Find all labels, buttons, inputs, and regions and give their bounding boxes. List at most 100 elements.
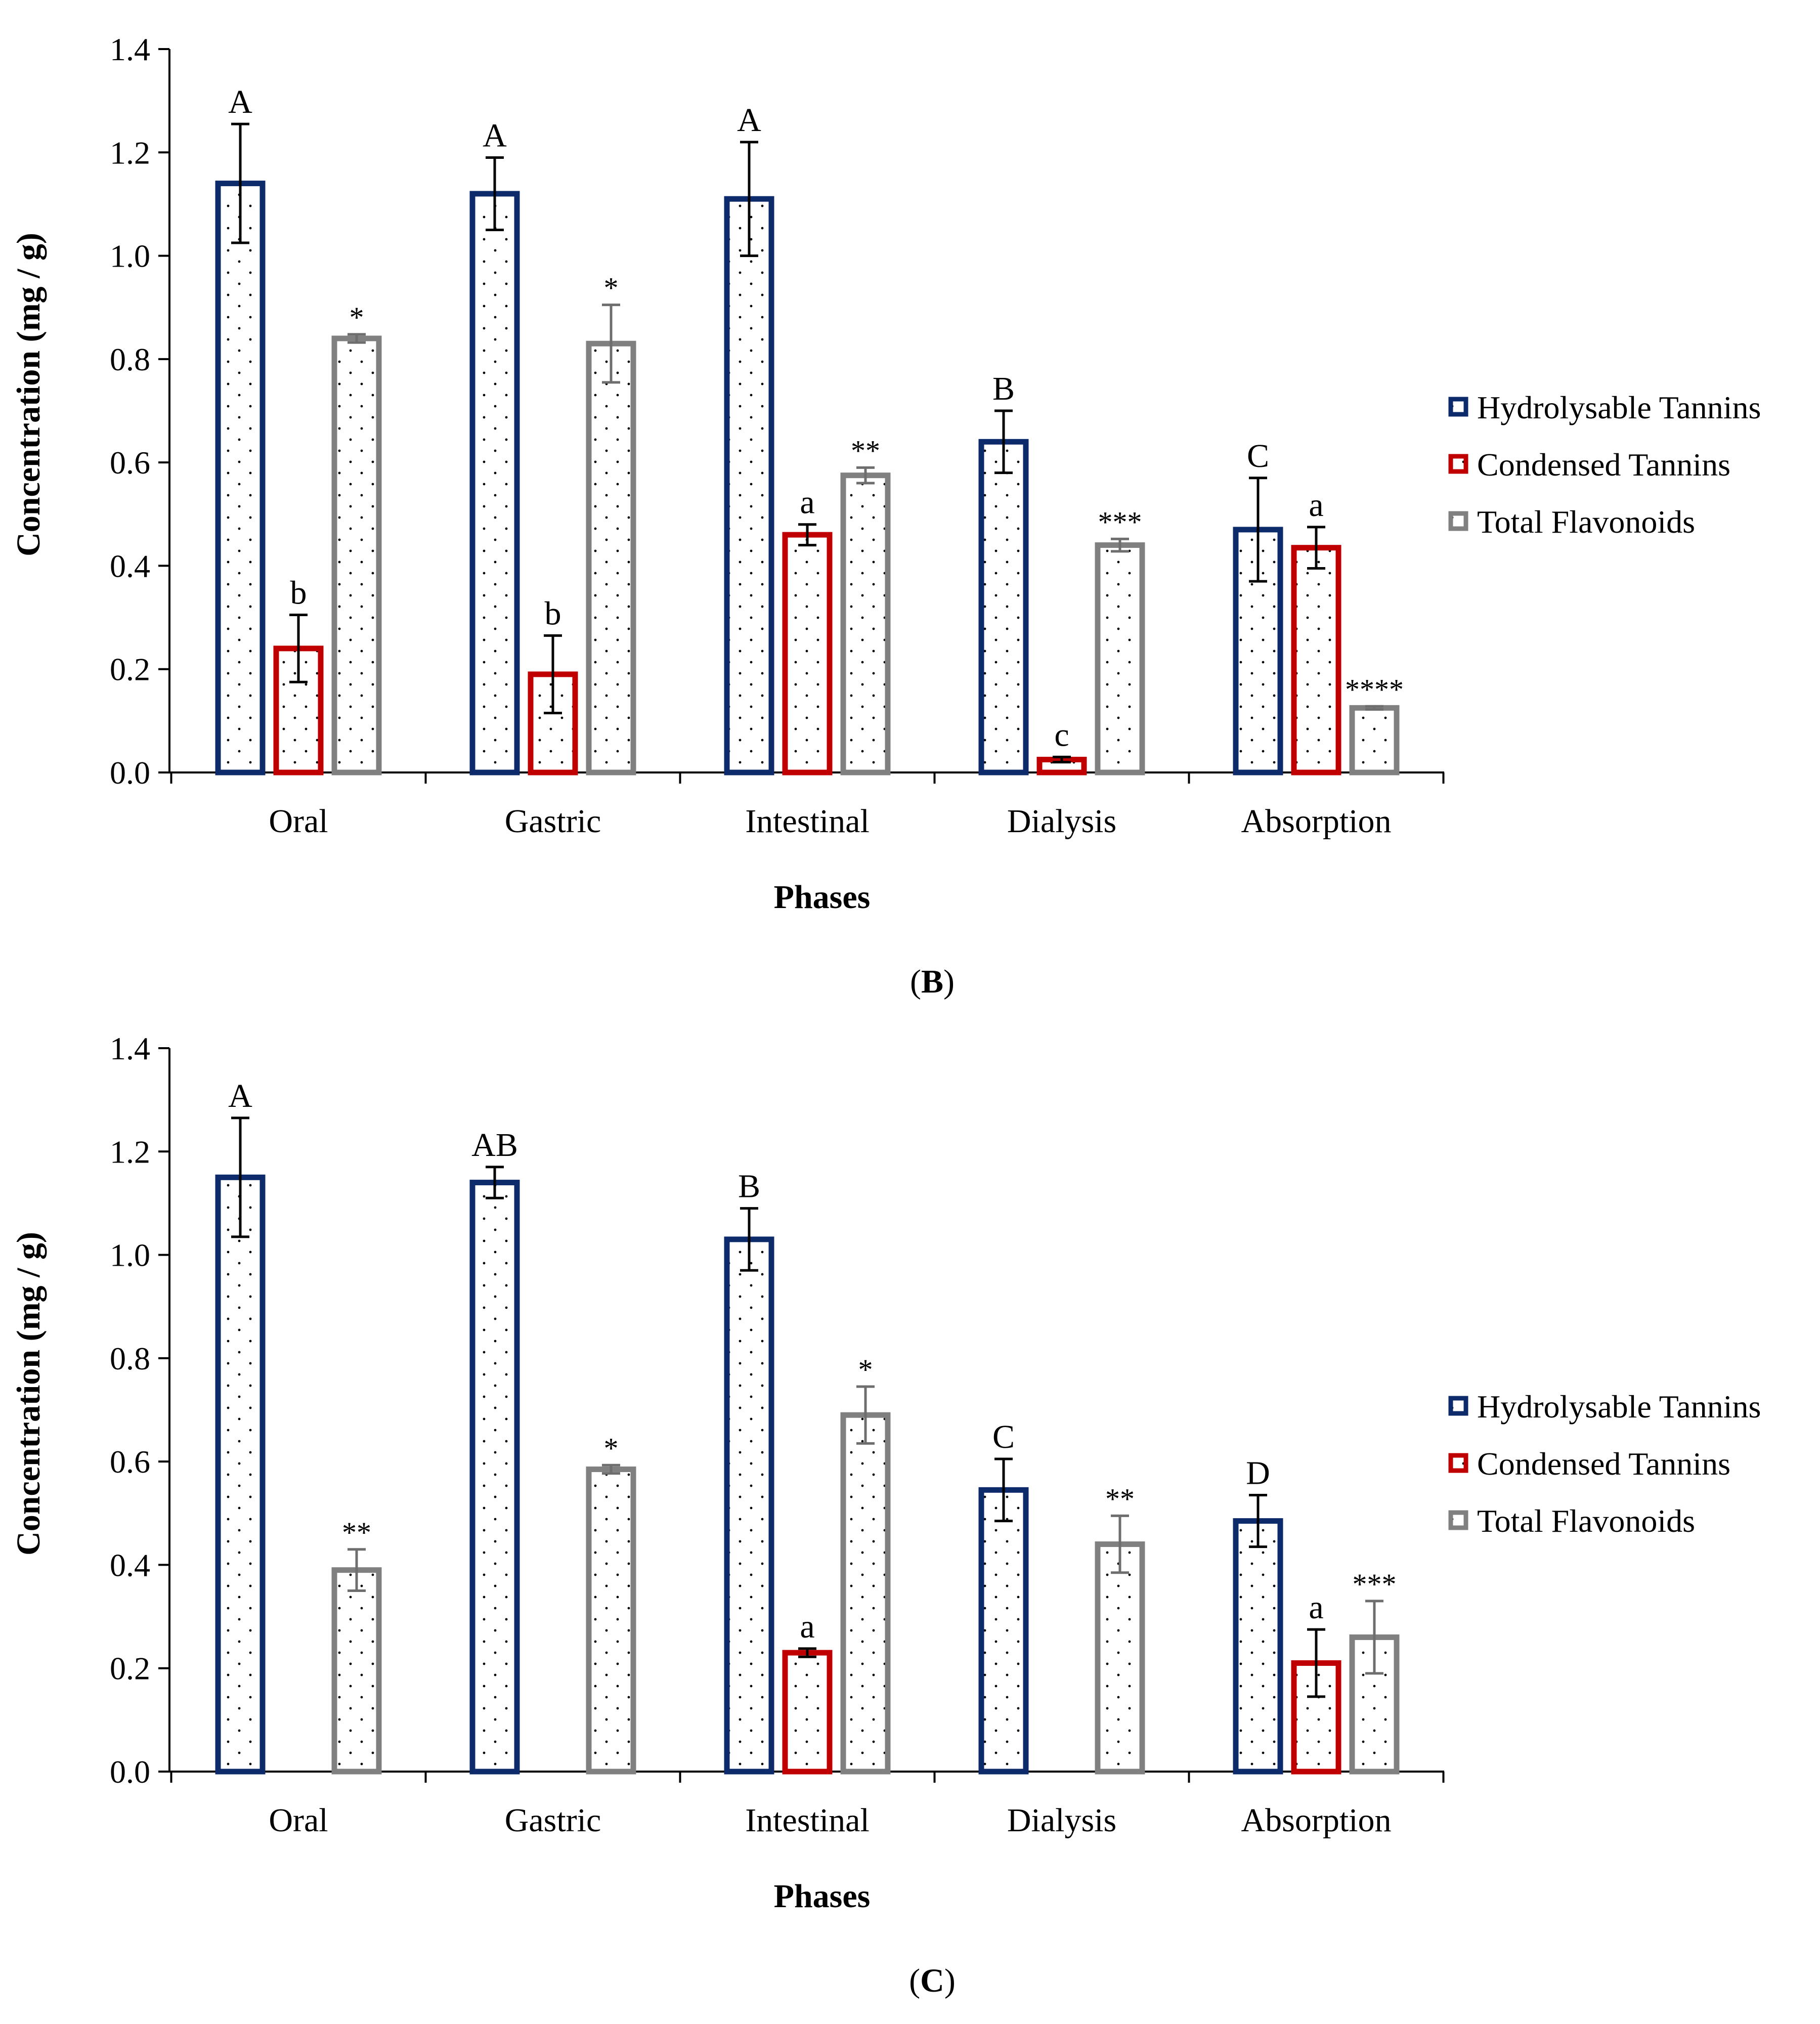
bar-flavonoids bbox=[586, 340, 636, 776]
bar-hydrolysable bbox=[215, 1174, 266, 1775]
legend-label: Condensed Tannins bbox=[1477, 1446, 1730, 1482]
bar-hydrolysable bbox=[469, 1180, 520, 1775]
x-axis-label: Phases bbox=[774, 879, 871, 916]
significance-label: *** bbox=[1098, 505, 1142, 538]
y-tick-label: 0.0 bbox=[110, 755, 150, 791]
legend-swatch-hydrolysable bbox=[1448, 397, 1468, 417]
chart-panel-c: Concentration (mg / g) 0.0 0.2 0.4 0.6 0.8 1.… bbox=[10, 1030, 1761, 1999]
significance-label: a bbox=[1309, 487, 1323, 524]
significance-label: * bbox=[604, 1432, 619, 1465]
significance-label: b bbox=[545, 595, 561, 632]
y-tick-label: 0.8 bbox=[110, 341, 150, 377]
significance-label: AB bbox=[471, 1127, 518, 1164]
y-tick-label: 1.0 bbox=[110, 1237, 150, 1273]
bar-condensed bbox=[782, 1650, 833, 1775]
bar-hydrolysable bbox=[1233, 1518, 1283, 1775]
x-tick-label: Oral bbox=[269, 803, 328, 840]
x-tick-label: Dialysis bbox=[1007, 803, 1116, 840]
significance-label: * bbox=[858, 1353, 873, 1386]
y-tick-label: 0.4 bbox=[110, 548, 150, 584]
panel-caption: (B) bbox=[910, 963, 955, 1000]
x-tick-label: Absorption bbox=[1241, 1802, 1392, 1839]
legend-label: Total Flavonoids bbox=[1477, 1503, 1695, 1539]
significance-label: C bbox=[992, 1418, 1015, 1455]
bar-flavonoids bbox=[1349, 705, 1400, 776]
x-tick-label: Intestinal bbox=[745, 1802, 870, 1839]
legend: Hydrolysable Tannins Condensed Tannins Tot… bbox=[1448, 1389, 1761, 1539]
chart-panel-b: Concentration (mg / g) 0.0 0.2 0.4 0.6 0.8 1.… bbox=[10, 31, 1761, 1000]
x-axis-label: Phases bbox=[774, 1878, 871, 1915]
significance-label: **** bbox=[1345, 673, 1404, 706]
legend-swatch-flavonoids bbox=[1448, 511, 1468, 531]
x-tick-label: Dialysis bbox=[1007, 1802, 1116, 1839]
bar-condensed bbox=[1291, 545, 1341, 776]
bar-hydrolysable bbox=[469, 191, 520, 776]
legend-label: Total Flavonoids bbox=[1477, 504, 1695, 540]
x-tick-label: Intestinal bbox=[745, 803, 870, 840]
significance-label: a bbox=[1309, 1589, 1323, 1626]
significance-label: A bbox=[228, 83, 252, 120]
significance-label: C bbox=[1247, 438, 1269, 475]
significance-label: *** bbox=[1353, 1568, 1397, 1601]
significance-label: c bbox=[1054, 716, 1069, 753]
y-axis-label: Concentration (mg / g) bbox=[10, 1232, 47, 1556]
legend: Hydrolysable Tannins Condensed Tannins Tot… bbox=[1448, 390, 1761, 540]
y-tick-label: 0.4 bbox=[110, 1547, 150, 1583]
y-tick-label: 1.2 bbox=[110, 135, 150, 170]
x-tick-label: Gastric bbox=[505, 803, 601, 840]
significance-label: A bbox=[228, 1078, 252, 1114]
significance-label: B bbox=[992, 370, 1015, 407]
y-tick-label: 0.0 bbox=[110, 1754, 150, 1790]
significance-label: a bbox=[800, 1608, 814, 1645]
bar-flavonoids bbox=[331, 1567, 382, 1775]
bar-flavonoids bbox=[1095, 542, 1145, 776]
y-tick-label: 1.2 bbox=[110, 1134, 150, 1170]
y-tick-label: 0.6 bbox=[110, 445, 150, 481]
y-tick-label: 0.8 bbox=[110, 1341, 150, 1376]
plot-area: 0.0 0.2 0.4 0.6 0.8 1.0 1.2 1.4 Oral Gastric Intes… bbox=[110, 1030, 1445, 1839]
legend-swatch-condensed bbox=[1448, 454, 1468, 474]
y-tick-label: 1.4 bbox=[110, 31, 150, 67]
bar-hydrolysable bbox=[215, 181, 266, 776]
legend-swatch-flavonoids bbox=[1448, 1510, 1468, 1530]
bar-condensed bbox=[528, 671, 578, 776]
y-tick-label: 1.0 bbox=[110, 238, 150, 274]
significance-label: ** bbox=[1105, 1482, 1135, 1515]
significance-label: b bbox=[290, 574, 307, 611]
significance-label: * bbox=[604, 272, 619, 305]
bar-flavonoids bbox=[1095, 1541, 1145, 1775]
y-tick-label: 0.2 bbox=[110, 652, 150, 687]
significance-label: ** bbox=[851, 434, 880, 467]
significance-label: * bbox=[350, 301, 364, 334]
bar-condensed bbox=[782, 532, 833, 776]
panel-caption-letter: B bbox=[921, 963, 943, 1000]
bar-flavonoids bbox=[840, 1412, 891, 1775]
panel-caption-letter: C bbox=[920, 1962, 944, 1999]
bar-hydrolysable bbox=[978, 1487, 1029, 1775]
panel-caption: (C) bbox=[909, 1962, 956, 1999]
bar-flavonoids bbox=[840, 472, 891, 776]
legend-label: Hydrolysable Tannins bbox=[1477, 390, 1761, 425]
y-tick-label: 1.4 bbox=[110, 1030, 150, 1066]
plot-area: 0.0 0.2 0.4 0.6 0.8 1.0 1.2 1.4 Oral Gastric Intes… bbox=[110, 31, 1445, 840]
legend-swatch-hydrolysable bbox=[1448, 1396, 1468, 1416]
bar-flavonoids bbox=[586, 1466, 636, 1775]
y-tick-label: 0.6 bbox=[110, 1444, 150, 1480]
significance-label: D bbox=[1246, 1455, 1270, 1492]
legend-swatch-condensed bbox=[1448, 1453, 1468, 1473]
bar-hydrolysable bbox=[724, 1236, 774, 1775]
bar-hydrolysable bbox=[724, 196, 774, 776]
y-axis-label: Concentration (mg / g) bbox=[10, 233, 47, 556]
x-tick-label: Gastric bbox=[505, 1802, 601, 1839]
significance-label: A bbox=[737, 102, 761, 139]
y-tick-label: 0.2 bbox=[110, 1651, 150, 1687]
x-tick-label: Oral bbox=[269, 1802, 328, 1839]
significance-label: ** bbox=[342, 1516, 371, 1549]
legend-label: Condensed Tannins bbox=[1477, 447, 1730, 483]
significance-label: B bbox=[738, 1168, 760, 1205]
bar-flavonoids bbox=[331, 335, 382, 776]
bar-hydrolysable bbox=[978, 439, 1029, 776]
significance-label: A bbox=[483, 117, 507, 154]
significance-label: a bbox=[800, 484, 814, 521]
